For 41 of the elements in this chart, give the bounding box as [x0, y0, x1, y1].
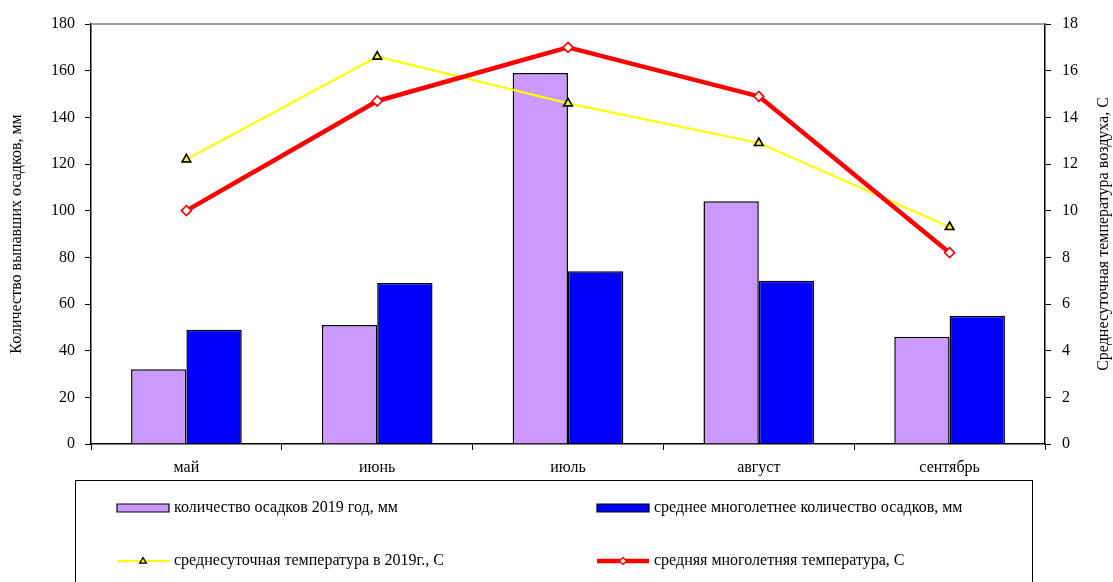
y2-tick-label: 0	[1062, 434, 1070, 452]
x-tick-label: сентябрь	[919, 457, 980, 476]
y2-tick-label: 4	[1062, 340, 1070, 358]
y-axis-title: Количество выпавших осадков, мм	[6, 114, 25, 354]
y-tick-label: 120	[51, 154, 75, 172]
x-tick-label: июнь	[359, 457, 396, 475]
y-tick-label: 140	[51, 107, 75, 125]
point	[562, 97, 574, 107]
y-tick-label: 20	[59, 387, 75, 405]
y-tick-label: 40	[59, 340, 75, 358]
point	[753, 90, 765, 103]
y2-tick-label: 2	[1062, 387, 1070, 405]
y2-axis-title: Среднесуточная температура воздуха, С	[1094, 97, 1113, 371]
y2-tick-label: 18	[1062, 14, 1078, 32]
legend-label: средняя многолетняя температура, С	[654, 551, 905, 570]
y2-tick-label: 8	[1062, 247, 1070, 265]
y-tick-label: 0	[67, 434, 75, 452]
point	[371, 95, 383, 107]
point	[943, 246, 956, 259]
point	[944, 221, 955, 231]
x-tick-label: июль	[550, 457, 586, 475]
point	[753, 137, 764, 147]
point	[180, 204, 193, 217]
y-tick-label: 60	[59, 294, 75, 312]
x-tick-label: май	[173, 457, 200, 475]
y-tick-label: 180	[51, 14, 75, 32]
y-tick-label: 100	[51, 200, 75, 218]
y2-tick-label: 10	[1062, 200, 1078, 218]
legend-label: среднесуточная температура в 2019г., С	[174, 551, 444, 570]
legend-label: количество осадков 2019 год, мм	[174, 498, 398, 517]
legend-label: среднее многолетнее количество осадков, мм	[654, 498, 963, 517]
point	[181, 153, 192, 163]
y2-tick-label: 6	[1062, 294, 1070, 312]
y2-tick-label: 12	[1062, 154, 1078, 172]
y-tick-label: 160	[51, 60, 75, 78]
x-tick-label: август	[737, 457, 781, 476]
point	[372, 50, 383, 60]
point	[562, 41, 574, 54]
y2-tick-label: 14	[1062, 107, 1078, 125]
y-tick-label: 80	[59, 247, 75, 265]
y2-tick-label: 16	[1062, 60, 1078, 78]
